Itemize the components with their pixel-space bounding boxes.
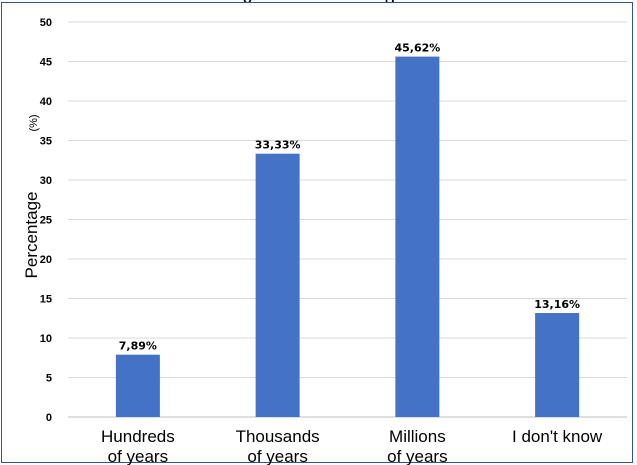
data-label: 13,16% [534,298,580,311]
y-axis-label: Percentage [22,192,41,279]
y-tick-label: 15 [40,294,52,306]
y-tick-label: 50 [40,17,52,29]
x-category-label: of years [247,447,307,465]
x-category-label: Millions [389,427,446,446]
gridlines [68,21,627,418]
data-labels: 7,89% 33,33% 45,62% 13,16% [119,42,580,353]
bar [535,313,580,417]
bar [255,153,300,417]
y-axis-ticks: 0 5 10 15 20 25 30 35 40 45 50 [40,17,52,424]
bars [115,56,580,418]
x-category-label: of years [108,447,168,465]
bar [115,354,160,417]
x-category-label: I don't know [512,427,603,446]
y-tick-label: 5 [46,373,52,385]
y-tick-label: 10 [40,333,52,345]
y-tick-label: 0 [46,412,52,424]
y-tick-label: 30 [40,175,52,187]
x-category-label: of years [387,447,447,465]
x-category-label: Thousands [236,427,320,446]
y-axis-unit: (%) [28,114,40,131]
y-tick-label: 25 [40,215,52,227]
x-category-label: Hundreds [101,427,175,446]
data-label: 45,62% [394,42,440,55]
y-tick-label: 45 [40,57,52,69]
y-tick-label: 40 [40,96,52,108]
data-label: 33,33% [255,139,301,152]
data-label: 7,89% [119,340,157,353]
y-tick-label: 35 [40,136,52,148]
y-tick-label: 20 [40,254,52,266]
bar [395,56,440,418]
